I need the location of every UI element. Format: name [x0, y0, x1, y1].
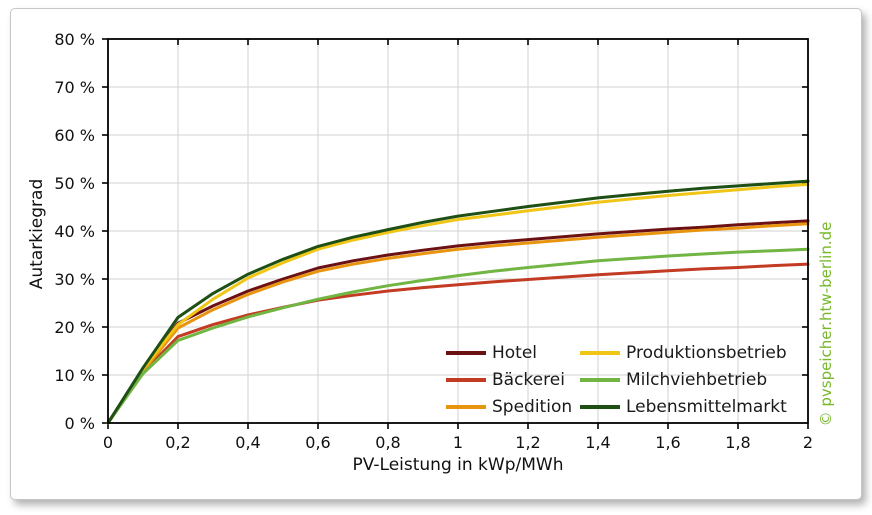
legend-swatch-lebensmittelmarkt — [580, 404, 620, 409]
x-tick-label: 1,4 — [585, 433, 610, 452]
y-tick-label: 70 % — [54, 78, 95, 97]
y-axis-title: Autarkiegrad — [27, 178, 47, 290]
watermark-credit: © pvspeicher.htw-berlin.de — [817, 221, 835, 427]
legend-column-left: Hotel Bäckerei Spedition — [446, 339, 580, 420]
x-axis-title: PV-Leistung in kWp/MWh — [352, 455, 564, 475]
series-line-4 — [106, 247, 810, 425]
legend-swatch-spedition — [446, 404, 486, 409]
x-tick-label: 0 — [103, 433, 113, 452]
series-line-3 — [106, 182, 810, 425]
legend-label-spedition: Spedition — [492, 396, 573, 417]
x-tick-label: 2 — [803, 433, 813, 452]
legend-label-lebensmittelmarkt: Lebensmittelmarkt — [626, 396, 787, 417]
y-tick-label: 30 % — [54, 270, 95, 289]
chart-canvas: 0 0,2 0,4 0,6 0,8 1 1,2 1,4 1,6 1,8 20 %10 %20 %30… — [54, 30, 813, 452]
y-tick-label: 80 % — [54, 30, 95, 49]
legend-swatch-milchviehbetrieb — [580, 377, 620, 382]
series-line-1 — [106, 262, 810, 425]
series-line-0 — [106, 219, 810, 425]
x-tick-label: 0,6 — [305, 433, 330, 452]
y-tick-label: 60 % — [54, 126, 95, 145]
chart-legend: Hotel Bäckerei Spedition Produktionsbetr… — [446, 339, 787, 420]
legend-item-hotel: Hotel — [446, 339, 580, 366]
legend-item-baeckerei: Bäckerei — [446, 366, 580, 393]
legend-item-lebensmittelmarkt: Lebensmittelmarkt — [580, 393, 787, 420]
x-tick-label: 0,8 — [375, 433, 400, 452]
x-tick-label: 1,6 — [655, 433, 680, 452]
series-line-5 — [106, 179, 810, 425]
y-tick-label: 20 % — [54, 318, 95, 337]
legend-item-spedition: Spedition — [446, 393, 580, 420]
chart-area: 0 0,2 0,4 0,6 0,8 1 1,2 1,4 1,6 1,8 2 0 % 10 % 20 % 30… — [11, 9, 861, 499]
legend-label-milchviehbetrieb: Milchviehbetrieb — [626, 369, 768, 390]
legend-label-produktionsbetrieb: Produktionsbetrieb — [626, 342, 787, 363]
legend-item-milchviehbetrieb: Milchviehbetrieb — [580, 366, 787, 393]
legend-item-produktionsbetrieb: Produktionsbetrieb — [580, 339, 787, 366]
x-tick-label: 0,2 — [165, 433, 190, 452]
legend-swatch-produktionsbetrieb — [580, 350, 620, 355]
legend-label-baeckerei: Bäckerei — [492, 369, 565, 390]
y-tick-label: 40 % — [54, 222, 95, 241]
x-tick-label: 1,2 — [515, 433, 540, 452]
figure-panel: 0 0,2 0,4 0,6 0,8 1 1,2 1,4 1,6 1,8 2 0 % 10 % 20 % 30… — [10, 8, 862, 500]
x-tick-label: 1,8 — [725, 433, 750, 452]
legend-label-hotel: Hotel — [492, 342, 538, 363]
y-tick-label: 10 % — [54, 366, 95, 385]
y-tick-label: 50 % — [54, 174, 95, 193]
x-tick-label: 1 — [453, 433, 463, 452]
legend-swatch-hotel — [446, 350, 486, 355]
series-line-2 — [106, 222, 810, 425]
y-tick-label: 0 % — [65, 414, 95, 433]
legend-column-right: Produktionsbetrieb Milchviehbetrieb Lebe… — [580, 339, 787, 420]
x-tick-label: 0,4 — [235, 433, 260, 452]
legend-swatch-baeckerei — [446, 377, 486, 382]
